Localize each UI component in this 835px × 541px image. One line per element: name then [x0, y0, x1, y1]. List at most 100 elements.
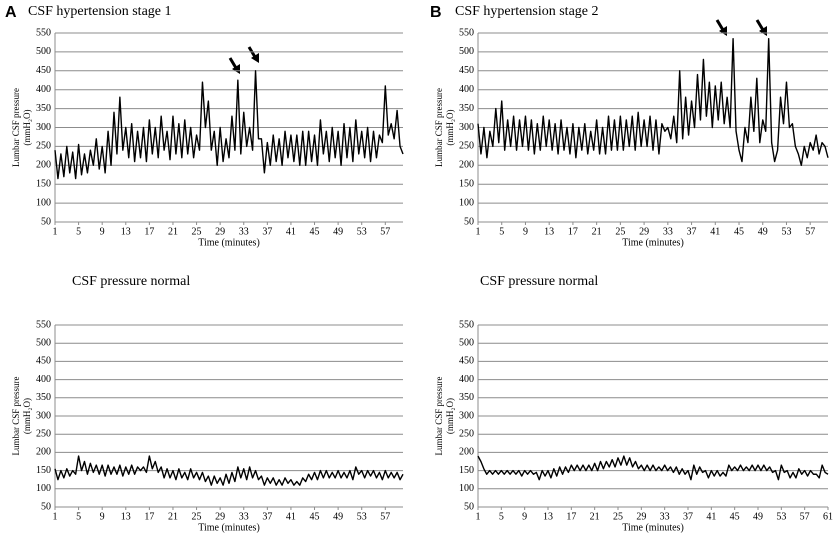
y-tick-label: 250	[36, 428, 51, 439]
y-tick-label: 450	[36, 356, 51, 367]
y-axis-label: Lumbar CSF pressure	[11, 377, 21, 456]
y-axis-label: Lumbar CSF pressure	[11, 88, 21, 167]
y-tick-label: 550	[459, 319, 474, 330]
x-tick-label: 53	[776, 511, 786, 522]
x-tick-label: 1	[53, 511, 58, 522]
x-tick-label: 13	[121, 226, 131, 237]
x-tick-label: 45	[730, 511, 740, 522]
y-tick-label: 350	[459, 103, 474, 114]
y-tick-label: 350	[36, 103, 51, 114]
y-tick-label: 300	[36, 122, 51, 133]
x-tick-label: 57	[805, 226, 815, 237]
x-tick-label: 17	[144, 226, 154, 237]
y-tick-label: 500	[36, 46, 51, 57]
y-tick-label: 350	[36, 392, 51, 403]
x-tick-label: 33	[239, 511, 249, 522]
y-tick-label: 100	[36, 197, 51, 208]
x-tick-label: 37	[683, 511, 693, 522]
x-tick-label: 17	[568, 226, 578, 237]
y-tick-label: 450	[36, 65, 51, 76]
y-tick-label: 500	[36, 337, 51, 348]
x-tick-label: 45	[310, 226, 320, 237]
y-axis-label: (mmH₂O)	[445, 109, 455, 145]
y-tick-label: 200	[36, 160, 51, 171]
panel-label: B	[430, 4, 442, 21]
x-tick-label: 33	[660, 511, 670, 522]
y-tick-label: 200	[459, 160, 474, 171]
x-tick-label: 45	[734, 226, 744, 237]
y-tick-label: 550	[459, 27, 474, 38]
x-tick-label: 17	[144, 511, 154, 522]
x-tick-label: 37	[262, 226, 272, 237]
x-tick-label: 13	[543, 511, 553, 522]
x-tick-label: 25	[192, 226, 202, 237]
x-tick-label: 1	[476, 511, 481, 522]
y-tick-label: 550	[36, 27, 51, 38]
panel-label: A	[5, 4, 17, 21]
y-tick-label: 100	[459, 197, 474, 208]
x-tick-label: 9	[523, 226, 528, 237]
x-tick-label: 29	[215, 511, 225, 522]
x-tick-label: 41	[286, 226, 296, 237]
y-tick-label: 550	[36, 319, 51, 330]
y-tick-label: 300	[36, 410, 51, 421]
y-tick-label: 100	[36, 483, 51, 494]
x-tick-label: 49	[333, 226, 343, 237]
x-tick-label: 53	[357, 226, 367, 237]
x-tick-label: 9	[100, 226, 105, 237]
y-tick-label: 400	[36, 84, 51, 95]
x-tick-label: 5	[499, 226, 504, 237]
x-tick-label: 37	[687, 226, 697, 237]
data-line	[54, 70, 404, 180]
data-line	[477, 455, 829, 481]
x-tick-label: 25	[613, 511, 623, 522]
x-tick-label: 5	[76, 511, 81, 522]
x-tick-label: 45	[310, 511, 320, 522]
y-tick-label: 300	[459, 410, 474, 421]
chart-title: CSF hypertension stage 2	[455, 4, 599, 19]
y-tick-label: 100	[459, 483, 474, 494]
y-tick-label: 150	[36, 178, 51, 189]
x-tick-label: 49	[333, 511, 343, 522]
x-tick-label: 17	[566, 511, 576, 522]
y-tick-label: 500	[459, 46, 474, 57]
x-tick-label: 33	[663, 226, 673, 237]
x-tick-label: 49	[758, 226, 768, 237]
x-axis-label: Time (minutes)	[622, 522, 684, 533]
x-tick-label: 1	[53, 226, 58, 237]
x-tick-label: 41	[286, 511, 296, 522]
x-tick-label: 57	[380, 226, 390, 237]
chart-title: CSF pressure normal	[72, 274, 190, 289]
x-tick-label: 37	[262, 511, 272, 522]
x-tick-label: 57	[800, 511, 810, 522]
arrow-head	[251, 53, 259, 63]
data-line	[54, 455, 404, 486]
x-tick-label: 9	[522, 511, 527, 522]
y-tick-label: 200	[36, 447, 51, 458]
y-tick-label: 50	[464, 501, 474, 512]
x-tick-label: 5	[76, 226, 81, 237]
x-tick-label: 41	[710, 226, 720, 237]
y-tick-label: 400	[459, 374, 474, 385]
x-tick-label: 25	[615, 226, 625, 237]
x-tick-label: 33	[239, 226, 249, 237]
y-tick-label: 250	[459, 141, 474, 152]
arrow	[715, 19, 725, 31]
x-axis-label: Time (minutes)	[198, 237, 260, 248]
chart-title: CSF hypertension stage 1	[28, 4, 172, 19]
y-tick-label: 400	[36, 374, 51, 385]
x-tick-label: 53	[781, 226, 791, 237]
x-tick-label: 21	[168, 226, 178, 237]
y-tick-label: 400	[459, 84, 474, 95]
x-tick-label: 1	[476, 226, 481, 237]
x-tick-label: 53	[357, 511, 367, 522]
y-tick-label: 250	[459, 428, 474, 439]
arrow-head	[232, 64, 240, 74]
x-tick-label: 25	[192, 511, 202, 522]
y-axis-label: Lumbar CSF pressure	[434, 88, 444, 167]
y-axis-label: (mmH₂O)	[22, 109, 32, 145]
y-tick-label: 250	[36, 141, 51, 152]
y-axis-label: (mmH₂O)	[445, 398, 455, 434]
y-tick-label: 350	[459, 392, 474, 403]
x-tick-label: 57	[380, 511, 390, 522]
